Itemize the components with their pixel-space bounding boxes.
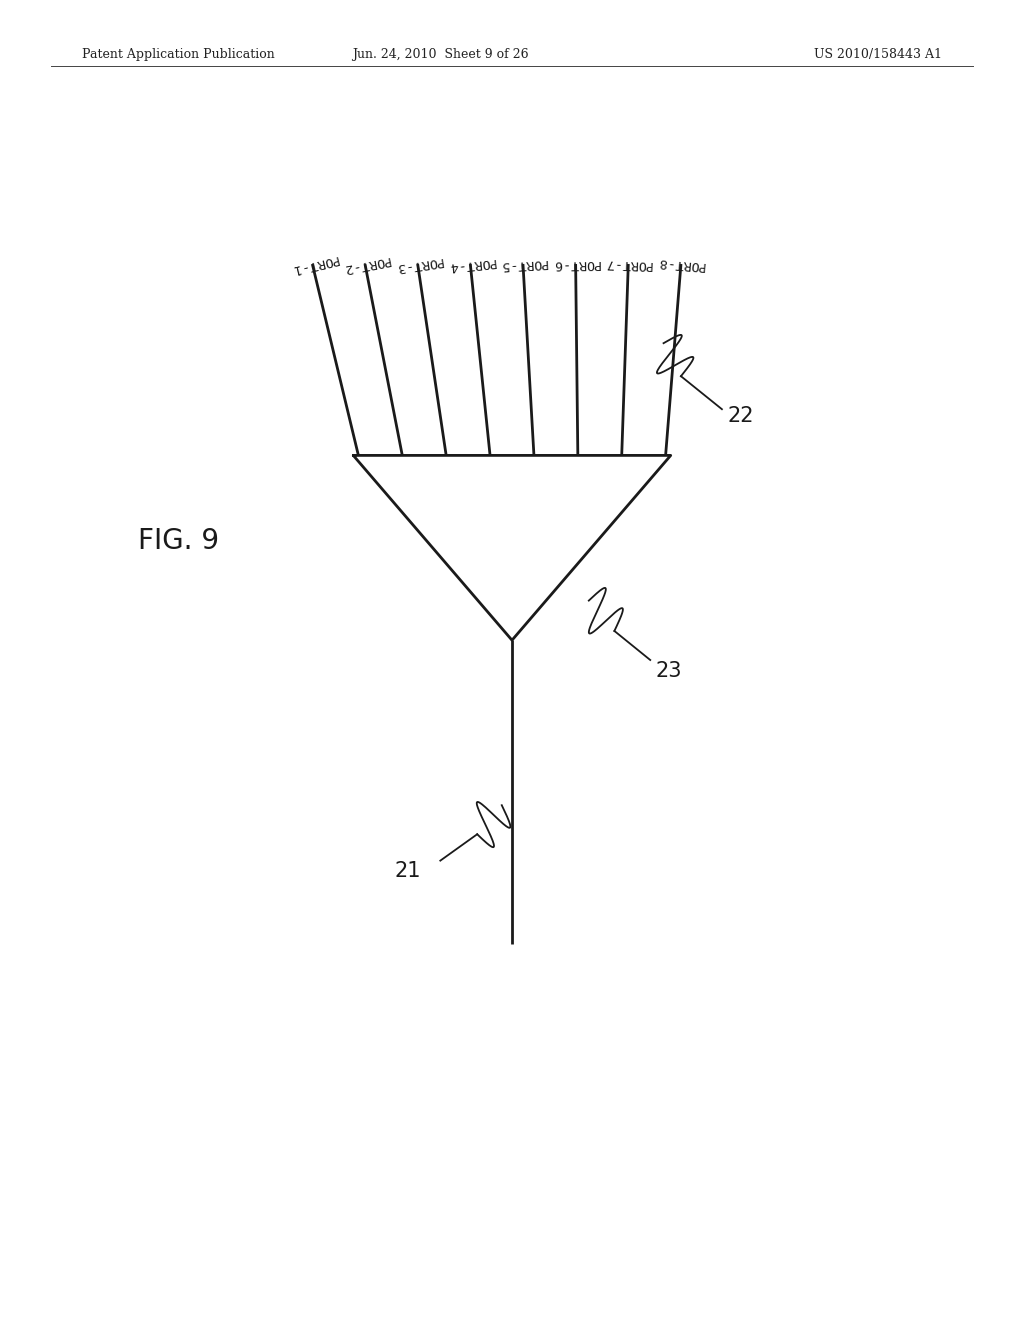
Text: PORT-5: PORT-5 <box>499 256 548 272</box>
Text: PORT-4: PORT-4 <box>446 255 496 273</box>
Text: PORT-7: PORT-7 <box>604 256 652 271</box>
Text: PORT-1: PORT-1 <box>289 252 339 276</box>
Text: PORT-2: PORT-2 <box>341 253 391 275</box>
Text: 21: 21 <box>394 861 421 882</box>
Text: FIG. 9: FIG. 9 <box>138 527 219 556</box>
Text: 23: 23 <box>655 660 682 681</box>
Text: PORT-3: PORT-3 <box>394 253 443 273</box>
Text: Patent Application Publication: Patent Application Publication <box>82 48 274 61</box>
Text: PORT-6: PORT-6 <box>552 257 600 271</box>
Text: US 2010/158443 A1: US 2010/158443 A1 <box>814 48 942 61</box>
Text: PORT-8: PORT-8 <box>656 256 705 272</box>
Text: 22: 22 <box>727 405 754 426</box>
Text: Jun. 24, 2010  Sheet 9 of 26: Jun. 24, 2010 Sheet 9 of 26 <box>352 48 528 61</box>
